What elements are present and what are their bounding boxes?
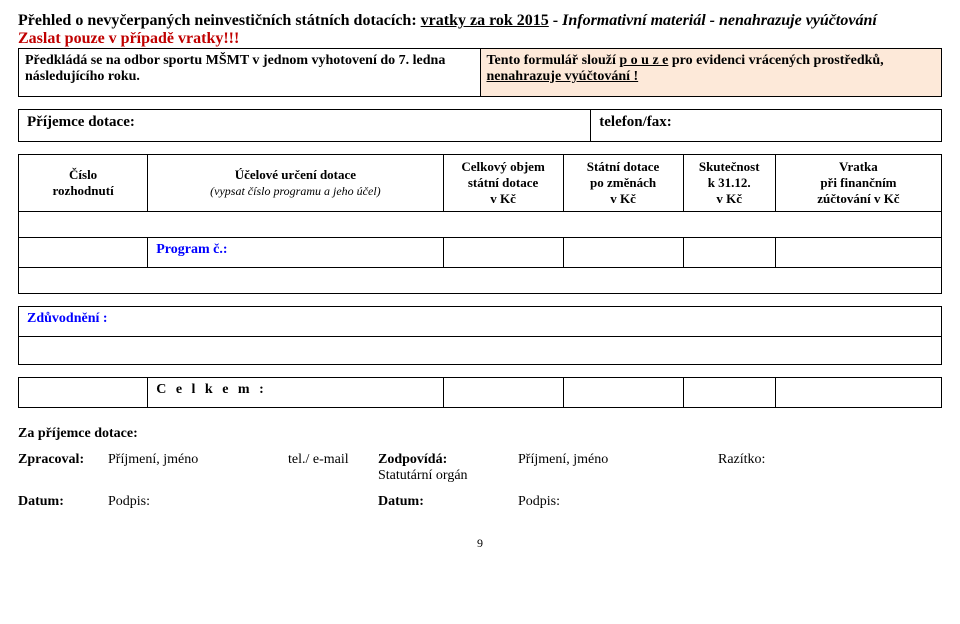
h1-l2: rozhodnutí: [53, 183, 114, 198]
zodpovida-name: Příjmení, jméno: [518, 452, 718, 484]
form-purpose-only: p o u z e: [619, 53, 668, 68]
h6-l1: Vratka: [839, 159, 878, 174]
program-blank-6: [775, 238, 941, 268]
table-row: [19, 212, 942, 238]
signature-grid: Zpracoval: Příjmení, jméno tel./ e-mail …: [18, 452, 942, 510]
form-purpose-part1: Tento formulář slouží: [487, 53, 620, 68]
h6-l2: při finančním: [820, 175, 896, 190]
total-blank-6: [775, 378, 941, 408]
h5-l2: k 31.12.: [708, 175, 751, 190]
for-recipient-label: Za příjemce dotace:: [18, 426, 942, 442]
program-blank-4: [563, 238, 683, 268]
empty-full-row: [19, 268, 942, 294]
total-blank-3: [443, 378, 563, 408]
title-prefix: Přehled o nevyčerpaných neinvestičních s…: [18, 12, 417, 29]
col-refund: Vratka při finančním zúčtování v Kč: [775, 155, 941, 212]
subtitle-warning: Zaslat pouze v případě vratky!!!: [18, 30, 942, 48]
phone-fax-label: telefon/fax:: [591, 110, 942, 142]
total-blank-5: [683, 378, 775, 408]
h3-l2: státní dotace: [468, 175, 538, 190]
podpis-value-2: Podpis:: [518, 494, 718, 510]
col-purpose: Účelové určení dotace (vypsat číslo prog…: [148, 155, 443, 212]
sig-blank-1: [288, 494, 378, 510]
h6-l3: zúčtování v Kč: [817, 191, 899, 206]
col-total-volume: Celkový objem státní dotace v Kč: [443, 155, 563, 212]
table-header-row: Číslo rozhodnutí Účelové určení dotace (…: [19, 155, 942, 212]
h4-l3: v Kč: [610, 191, 636, 206]
zpracoval-label: Zpracoval:: [18, 452, 108, 484]
zpracoval-tel: tel./ e-mail: [288, 452, 378, 484]
reason-empty-cell: [19, 337, 942, 365]
empty-full-row: [19, 212, 942, 238]
total-blank-4: [563, 378, 683, 408]
h3-l3: v Kč: [490, 191, 516, 206]
total-blank-1: [19, 378, 148, 408]
zpracoval-name: Příjmení, jméno: [108, 452, 288, 484]
total-label-cell: C e l k e m :: [148, 378, 443, 408]
table-row: [19, 268, 942, 294]
program-blank-5: [683, 238, 775, 268]
col-decision-number: Číslo rozhodnutí: [19, 155, 148, 212]
top-info-table: Předkládá se na odbor sportu MŠMT v jedn…: [18, 48, 942, 97]
datum-label-2: Datum:: [378, 494, 518, 510]
h5-l1: Skutečnost: [699, 159, 760, 174]
podpis-value-1: Podpis:: [108, 494, 288, 510]
datum-label-1: Datum:: [18, 494, 108, 510]
page-title: Přehled o nevyčerpaných neinvestičních s…: [18, 12, 942, 30]
h4-l2: po změnách: [590, 175, 656, 190]
page-number: 9: [18, 536, 942, 551]
recipient-table: Příjemce dotace: telefon/fax:: [18, 109, 942, 142]
total-table: C e l k e m :: [18, 377, 942, 408]
title-info: Informativní materiál - nenahrazuje vyúč…: [562, 12, 877, 29]
reason-table: Zdůvodnění :: [18, 306, 942, 365]
h4-l1: Státní dotace: [587, 159, 660, 174]
h5-l3: v Kč: [716, 191, 742, 206]
zodpovida-cell: Zodpovídá: Statutární orgán: [378, 452, 518, 484]
col-after-changes: Státní dotace po změnách v Kč: [563, 155, 683, 212]
form-purpose-warning: nenahrazuje vyúčtování !: [487, 69, 639, 84]
program-label: Program č.:: [156, 242, 227, 257]
h2-sub: (vypsat číslo programu a jeho účel): [210, 184, 381, 198]
recipient-label: Příjemce dotace:: [19, 110, 591, 142]
program-cell: Program č.:: [148, 238, 443, 268]
total-label: C e l k e m :: [156, 382, 267, 397]
zodpovida-label: Zodpovídá:: [378, 452, 447, 467]
form-purpose: Tento formulář slouží p o u z e pro evid…: [480, 49, 942, 97]
razitko-label: Razítko:: [718, 452, 838, 484]
reason-label: Zdůvodnění :: [19, 307, 942, 337]
col-actual: Skutečnost k 31.12. v Kč: [683, 155, 775, 212]
submit-instruction: Předkládá se na odbor sportu MŠMT v jedn…: [19, 49, 481, 97]
program-blank-1: [19, 238, 148, 268]
program-row: Program č.:: [19, 238, 942, 268]
title-year: vratky za rok 2015: [421, 12, 549, 29]
h2-l1: Účelové určení dotace: [235, 167, 356, 182]
zodpovida-stat: Statutární orgán: [378, 468, 468, 483]
h1-l1: Číslo: [69, 167, 97, 182]
sig-blank-2: [718, 494, 838, 510]
h3-l1: Celkový objem: [461, 159, 544, 174]
title-dash: -: [553, 12, 562, 29]
main-data-table: Číslo rozhodnutí Účelové určení dotace (…: [18, 154, 942, 294]
program-blank-3: [443, 238, 563, 268]
form-purpose-part2: pro evidenci vrácených prostředků,: [668, 53, 883, 68]
signature-block: Za příjemce dotace: Zpracoval: Příjmení,…: [18, 426, 942, 510]
